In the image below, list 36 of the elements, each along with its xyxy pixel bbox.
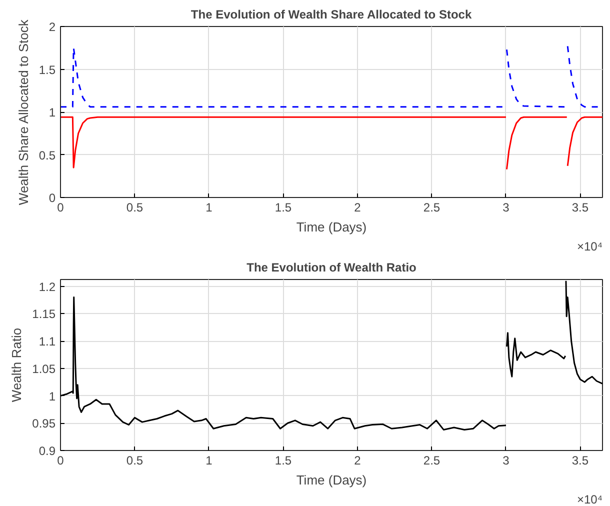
chart-title: The Evolution of Wealth Share Allocated to Stock (190, 8, 472, 22)
x-tick-label: 1.5 (274, 200, 292, 214)
text: ×10⁴ (576, 240, 603, 254)
x-tick-label: 2 (354, 454, 362, 468)
x-tick-label: 0.5 (126, 454, 144, 468)
x-tick-label: 1 (206, 454, 213, 468)
y-axis-title: Wealth Ratio (9, 328, 24, 402)
y-tick-label: 1 (48, 389, 56, 404)
y-tick-label: 0.5 (38, 148, 56, 162)
x-tick-label: 2.5 (423, 200, 440, 214)
y-tick-label: 0.9 (38, 444, 56, 458)
x-tick-label: 0.5 (126, 200, 144, 214)
x-tick-label: 3.5 (572, 200, 589, 214)
x-tick-label: 3 (502, 454, 510, 468)
y-tick-label: 1.05 (32, 362, 56, 376)
x-axis-title: Time (Days) (296, 472, 367, 488)
x-tick-label: 1 (206, 200, 213, 214)
y-tick-label: 1.1 (38, 334, 56, 349)
chart-title: The Evolution of Wealth Ratio (246, 260, 416, 274)
y-axis-title: Wealth Share Allocated to Stock (16, 19, 31, 206)
y-tick-label: 0.95 (32, 416, 56, 431)
y-tick-label: 1.15 (32, 307, 56, 322)
y-tick-label: 2 (48, 20, 56, 34)
x-tick-label: 3 (502, 200, 510, 214)
x-tick-label: 2 (354, 200, 362, 214)
y-tick-label: 0 (48, 191, 56, 205)
y-tick-label: 1.2 (38, 280, 56, 294)
x-tick-label: 3.5 (572, 454, 589, 468)
x-tick-label: 1.5 (274, 454, 292, 468)
x-axis-title: Time (Days) (296, 220, 367, 234)
y-tick-label: 1 (48, 106, 56, 120)
x-tick-label: 2.5 (423, 454, 440, 468)
x-tick-label: 0 (57, 454, 64, 468)
x-tick-label: 0 (57, 200, 64, 214)
text: ×10⁴ (576, 492, 603, 506)
y-tick-label: 1.5 (38, 62, 56, 77)
